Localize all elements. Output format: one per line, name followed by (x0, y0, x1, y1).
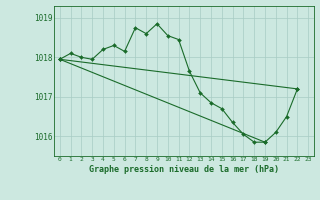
X-axis label: Graphe pression niveau de la mer (hPa): Graphe pression niveau de la mer (hPa) (89, 165, 279, 174)
